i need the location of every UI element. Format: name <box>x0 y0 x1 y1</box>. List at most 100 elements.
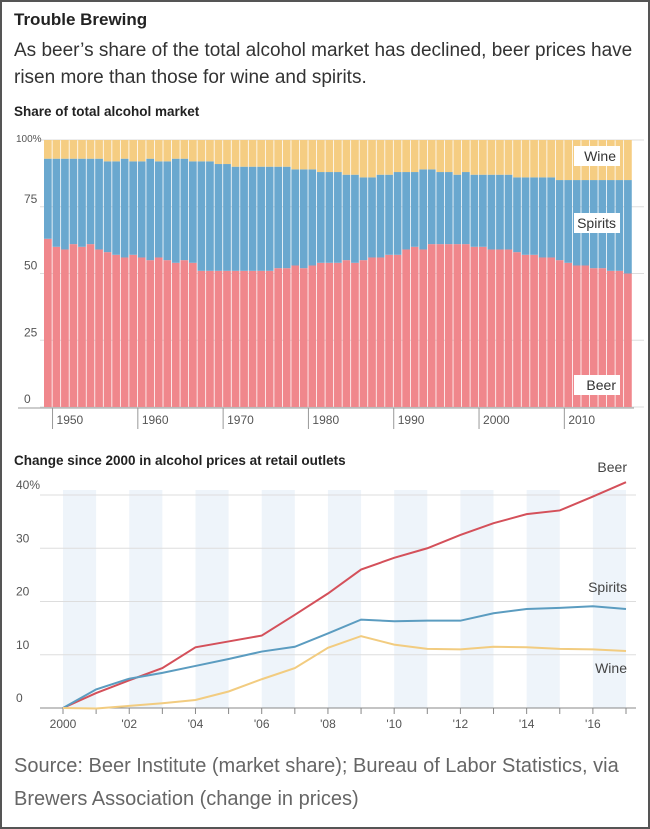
bar-wine <box>368 140 376 178</box>
bar-spirits <box>171 158 180 263</box>
bar-beer <box>316 262 325 407</box>
bar-wine <box>496 140 504 175</box>
year-band <box>129 490 163 708</box>
share-chart-title: Share of total alcohol market <box>14 104 200 119</box>
bar-wine <box>461 140 470 173</box>
bar-wine <box>52 140 61 159</box>
bar-beer <box>120 257 129 407</box>
source-note: Source: Beer Institute (market share); B… <box>14 755 619 810</box>
bar-spirits <box>197 161 206 271</box>
bar-spirits <box>291 169 300 266</box>
bar-wine <box>137 140 146 162</box>
bar-spirits <box>44 158 52 239</box>
bar-beer <box>274 268 283 407</box>
chart-subtitle: As beer’s share of the total alcohol mar… <box>14 40 633 88</box>
bar-beer <box>44 238 52 407</box>
bar-spirits <box>436 172 445 245</box>
y-tick-label: 50 <box>24 259 38 273</box>
bar-beer <box>137 257 146 407</box>
chart-title: Trouble Brewing <box>14 10 148 29</box>
bar-beer <box>214 270 223 407</box>
bar-spirits <box>223 164 231 271</box>
bar-spirits <box>274 166 283 269</box>
x-tick-label: '02 <box>121 717 137 731</box>
bar-beer <box>223 270 231 407</box>
bar-beer <box>521 254 530 407</box>
x-tick-label: '16 <box>585 717 601 731</box>
series-label-wine: Wine <box>584 148 616 164</box>
y-tick-label: 40% <box>16 478 40 492</box>
bar-beer <box>265 270 274 407</box>
bar-spirits <box>342 174 351 261</box>
bar-wine <box>274 140 283 167</box>
bar-wine <box>291 140 300 170</box>
bar-spirits <box>231 166 240 271</box>
bar-wine <box>214 140 223 165</box>
bar-beer <box>487 249 496 407</box>
bar-wine <box>282 140 291 167</box>
bar-beer <box>103 252 112 407</box>
bar-beer <box>624 273 632 407</box>
bar-spirits <box>564 180 573 263</box>
bar-beer <box>69 244 78 407</box>
price-chart-title: Change since 2000 in alcohol prices at r… <box>14 453 346 468</box>
bar-beer <box>257 270 265 407</box>
bar-spirits <box>52 158 61 247</box>
x-tick-label: '08 <box>320 717 336 731</box>
bar-spirits <box>624 180 632 274</box>
bar-spirits <box>299 169 308 269</box>
bar-spirits <box>504 174 513 250</box>
bar-spirits <box>214 164 223 271</box>
bar-wine <box>197 140 206 162</box>
bar-beer <box>52 246 61 407</box>
x-tick-label: 1970 <box>227 413 254 427</box>
bar-beer <box>436 244 445 407</box>
bar-wine <box>513 140 521 178</box>
bar-beer <box>547 257 555 407</box>
bar-beer <box>410 246 419 407</box>
bar-beer <box>606 270 615 407</box>
year-band <box>261 490 295 708</box>
bar-beer <box>334 262 342 407</box>
year-band <box>63 490 97 708</box>
x-tick-label: '04 <box>188 717 204 731</box>
bar-beer <box>189 262 197 407</box>
bar-spirits <box>444 172 453 245</box>
bar-wine <box>530 140 538 178</box>
bar-beer <box>461 244 470 407</box>
bar-spirits <box>154 161 163 258</box>
bar-beer <box>504 249 513 407</box>
bar-spirits <box>402 172 410 250</box>
bar-wine <box>61 140 69 159</box>
bar-beer <box>496 249 504 407</box>
x-tick-label: 1950 <box>57 413 84 427</box>
bar-beer <box>530 254 538 407</box>
bar-beer <box>78 246 86 407</box>
bar-beer <box>95 249 103 407</box>
bar-beer <box>146 260 155 407</box>
bar-spirits <box>86 158 95 245</box>
bar-beer <box>359 260 368 407</box>
bar-spirits <box>410 172 419 247</box>
bar-beer <box>282 268 291 407</box>
bar-spirits <box>137 161 146 258</box>
bar-spirits <box>129 161 138 255</box>
bar-spirits <box>265 166 274 271</box>
bar-wine <box>240 140 248 167</box>
bar-wine <box>504 140 513 175</box>
bar-beer <box>376 257 385 407</box>
bar-spirits <box>206 161 214 271</box>
bar-spirits <box>479 174 487 247</box>
year-band <box>526 490 560 708</box>
bar-beer <box>197 270 206 407</box>
y-tick-label: 75 <box>24 192 38 206</box>
y-tick-label: 30 <box>16 531 30 545</box>
bar-spirits <box>359 177 368 261</box>
price-chart: 40% 30 20 10 0 2000 '02 '04 '06 '08 '10 '12 '14 '16 Be… <box>16 459 636 731</box>
bar-spirits <box>334 172 342 263</box>
bar-spirits <box>351 174 359 263</box>
x-tick-label: 1990 <box>398 413 425 427</box>
bar-wine <box>44 140 52 159</box>
year-band <box>327 490 362 708</box>
bar-wine <box>555 140 564 181</box>
